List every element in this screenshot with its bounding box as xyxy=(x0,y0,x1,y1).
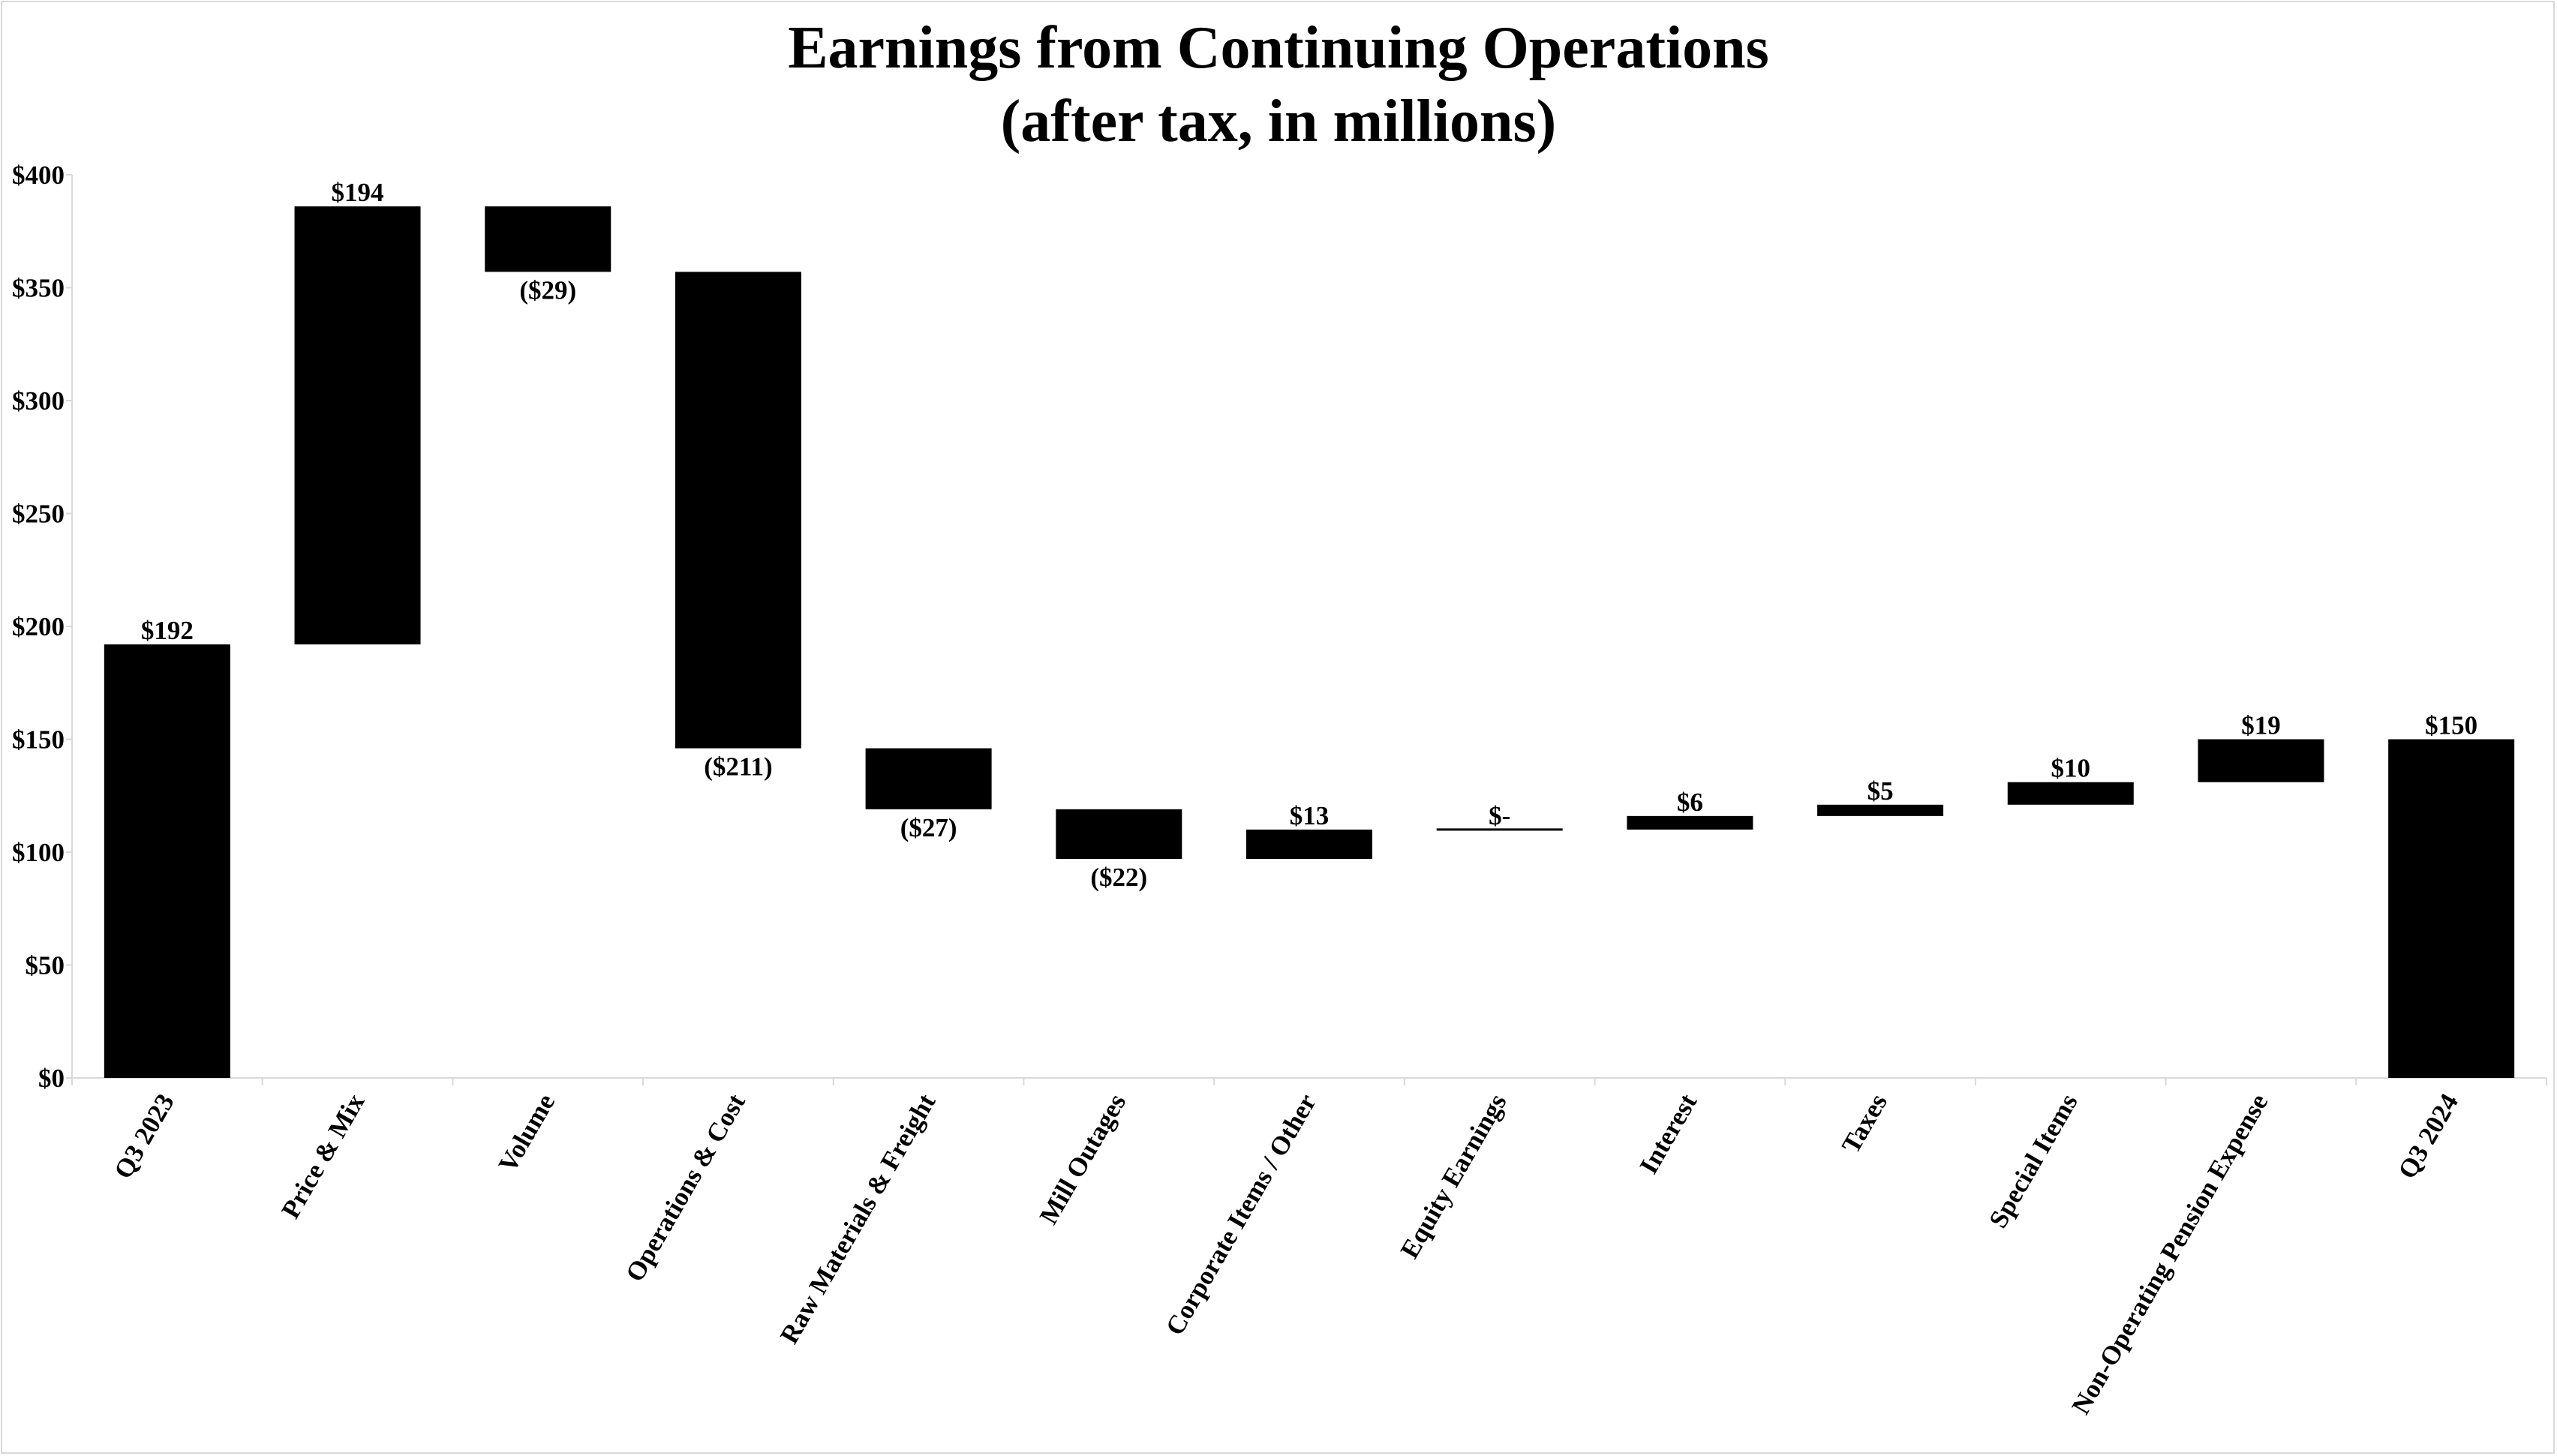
waterfall-bar xyxy=(675,272,801,749)
y-tick-label: $400 xyxy=(12,161,65,190)
data-label: ($22) xyxy=(1090,863,1147,892)
data-label: $- xyxy=(1489,801,1510,830)
y-tick-label: $250 xyxy=(12,500,65,529)
data-label: ($27) xyxy=(900,813,957,842)
y-tick-label: $150 xyxy=(12,725,65,755)
waterfall-bar xyxy=(865,748,992,809)
waterfall-bar xyxy=(2007,782,2134,805)
y-tick-label: $300 xyxy=(12,386,65,416)
data-label: $192 xyxy=(141,616,194,645)
waterfall-bar xyxy=(485,206,611,272)
waterfall-bar xyxy=(294,206,421,645)
data-label: $10 xyxy=(2051,754,2091,783)
data-label: $6 xyxy=(1677,788,1703,817)
x-category-label: Special Items xyxy=(1983,1089,2083,1233)
y-tick-label: $0 xyxy=(38,1064,65,1093)
waterfall-bar xyxy=(2198,739,2324,782)
waterfall-bar xyxy=(1056,809,1182,860)
x-category-label: Interest xyxy=(1634,1088,1703,1178)
x-category-label: Volume xyxy=(493,1089,561,1178)
data-label: $13 xyxy=(1290,801,1330,830)
waterfall-bar xyxy=(104,644,230,1078)
x-category-label: Q3 2023 xyxy=(108,1089,180,1184)
data-label: $194 xyxy=(332,178,384,207)
y-tick-label: $100 xyxy=(12,838,65,867)
chart-subtitle: (after tax, in millions) xyxy=(1000,89,1557,155)
data-label: $19 xyxy=(2241,711,2281,740)
data-label: $5 xyxy=(1867,776,1894,806)
y-tick-label: $200 xyxy=(12,612,65,641)
x-category-label: Q3 2024 xyxy=(2393,1089,2465,1184)
x-category-label: Equity Earnings xyxy=(1395,1089,1513,1264)
y-tick-label: $350 xyxy=(12,274,65,303)
x-category-label: Non-Operating Pension Expense xyxy=(2066,1089,2274,1420)
waterfall-bar xyxy=(2388,739,2515,1078)
x-category-label: Raw Materials & Freight xyxy=(774,1088,942,1349)
x-category-label: Operations & Cost xyxy=(620,1088,751,1286)
data-label: ($211) xyxy=(704,752,772,782)
data-label: $150 xyxy=(2425,711,2477,740)
chart-title: Earnings from Continuing Operations xyxy=(788,15,1769,81)
waterfall-bar xyxy=(1817,804,1944,816)
waterfall-bar xyxy=(1246,829,1372,860)
x-category-label: Price & Mix xyxy=(275,1088,370,1223)
x-category-label: Corporate Items / Other xyxy=(1160,1089,1322,1340)
y-tick-label: $50 xyxy=(26,951,65,980)
data-label: ($29) xyxy=(519,275,576,305)
x-category-label: Mill Outages xyxy=(1034,1089,1132,1229)
waterfall-bar xyxy=(1627,815,1753,830)
x-category-label: Taxes xyxy=(1836,1089,1893,1159)
